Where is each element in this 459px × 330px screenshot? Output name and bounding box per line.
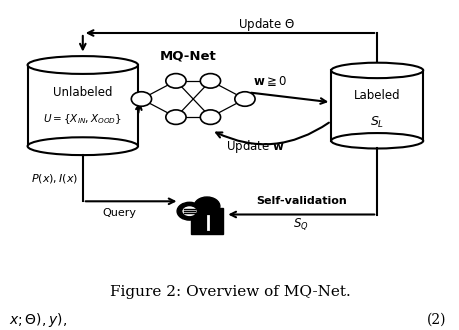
Text: $\mathbf{w} \geqq 0$: $\mathbf{w} \geqq 0$ [252,74,286,88]
Bar [190,208,223,234]
Text: Update $\mathbf{w}$: Update $\mathbf{w}$ [225,138,284,155]
Circle shape [131,92,151,106]
Text: $S_L$: $S_L$ [369,115,384,130]
Circle shape [235,92,254,106]
Text: $P(x), I(x)$: $P(x), I(x)$ [31,172,78,185]
Circle shape [166,110,186,124]
Text: MQ-Net: MQ-Net [160,50,217,63]
Circle shape [177,202,202,220]
Circle shape [194,197,219,215]
Circle shape [200,110,220,124]
Text: $x; \Theta), y),$: $x; \Theta), y),$ [9,311,67,329]
Text: $S_Q$: $S_Q$ [293,216,308,232]
Text: Self-validation: Self-validation [255,196,346,206]
Text: $U = \{X_{IN}, X_{OOD}\}$: $U = \{X_{IN}, X_{OOD}\}$ [43,112,122,126]
Ellipse shape [28,137,138,155]
Text: (2): (2) [426,313,445,327]
Text: Query: Query [102,208,136,218]
Circle shape [200,74,220,88]
Ellipse shape [28,56,138,74]
Text: Figure 2: Overview of MQ-Net.: Figure 2: Overview of MQ-Net. [109,285,350,299]
Bar [330,70,422,141]
Text: Update $\Theta$: Update $\Theta$ [238,16,295,33]
Text: Unlabeled: Unlabeled [53,86,112,99]
Ellipse shape [330,133,422,148]
Bar [28,65,138,146]
Circle shape [166,74,186,88]
Ellipse shape [330,63,422,78]
Text: Labeled: Labeled [353,89,400,102]
Circle shape [181,206,197,217]
